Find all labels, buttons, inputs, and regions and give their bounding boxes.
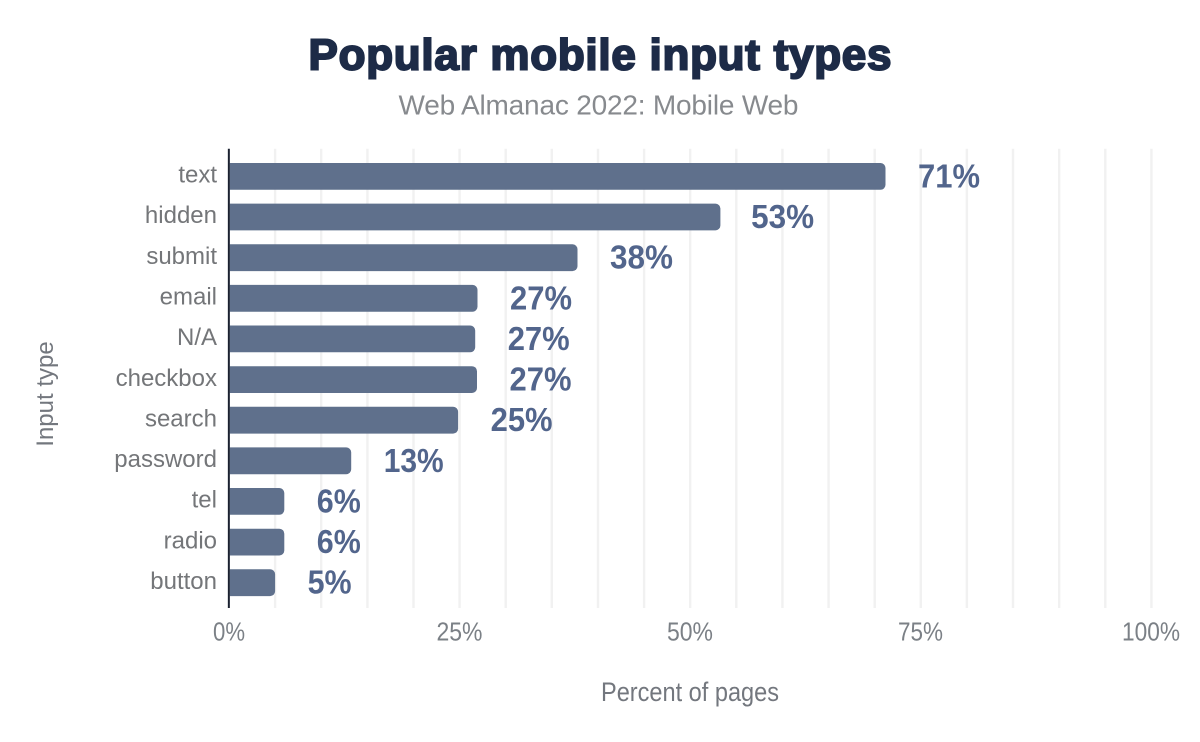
- svg-text:27%: 27%: [510, 279, 572, 316]
- svg-text:6%: 6%: [317, 523, 361, 560]
- svg-text:checkbox: checkbox: [116, 365, 217, 392]
- svg-text:Web Almanac 2022: Mobile Web: Web Almanac 2022: Mobile Web: [399, 90, 799, 121]
- svg-text:0%: 0%: [213, 617, 245, 647]
- svg-text:38%: 38%: [610, 239, 673, 276]
- svg-text:hidden: hidden: [145, 202, 217, 229]
- svg-text:Popular mobile input types: Popular mobile input types: [309, 31, 892, 80]
- svg-text:search: search: [145, 405, 217, 432]
- svg-text:6%: 6%: [317, 482, 361, 519]
- svg-text:N/A: N/A: [177, 324, 217, 351]
- svg-text:5%: 5%: [308, 564, 352, 601]
- svg-text:75%: 75%: [898, 617, 943, 647]
- svg-text:53%: 53%: [751, 198, 814, 235]
- svg-text:50%: 50%: [667, 617, 713, 647]
- svg-text:Percent of pages: Percent of pages: [601, 677, 779, 707]
- svg-text:13%: 13%: [384, 442, 444, 479]
- svg-text:email: email: [160, 284, 217, 311]
- svg-text:25%: 25%: [437, 617, 483, 647]
- svg-text:radio: radio: [164, 527, 217, 554]
- svg-text:25%: 25%: [491, 401, 553, 438]
- svg-text:button: button: [150, 568, 217, 595]
- svg-text:71%: 71%: [918, 157, 980, 194]
- svg-text:text: text: [178, 162, 217, 189]
- svg-text:submit: submit: [146, 243, 217, 270]
- svg-text:100%: 100%: [1122, 617, 1180, 647]
- svg-text:tel: tel: [192, 487, 217, 514]
- svg-text:Input type: Input type: [32, 341, 59, 446]
- svg-text:password: password: [114, 446, 217, 473]
- svg-text:27%: 27%: [510, 361, 572, 398]
- svg-text:27%: 27%: [508, 320, 570, 357]
